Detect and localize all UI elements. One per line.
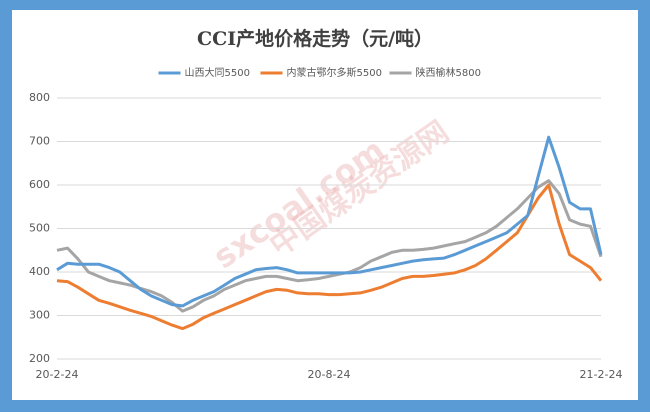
y-tick-label: 500 [29, 222, 50, 235]
series-line [56, 179, 603, 313]
x-tick-label: 20-8-24 [308, 368, 351, 381]
chart-title: CCI产地价格走势（元/吨） [197, 27, 433, 50]
y-tick-label: 800 [29, 91, 50, 104]
x-tick-label: 21-2-24 [580, 368, 623, 381]
legend-label: 陕西榆林5800 [416, 66, 481, 79]
legend-label: 内蒙古鄂尔多斯5500 [287, 66, 382, 79]
x-tick-label: 20-2-24 [36, 368, 79, 381]
series-line [56, 183, 603, 331]
y-tick-label: 200 [29, 352, 50, 365]
series-line [56, 135, 603, 308]
y-tick-label: 400 [29, 265, 50, 278]
y-tick-label: 700 [29, 135, 50, 148]
y-tick-label: 300 [29, 309, 50, 322]
legend-label: 山西大同5500 [185, 66, 250, 79]
y-tick-label: 600 [29, 178, 50, 191]
